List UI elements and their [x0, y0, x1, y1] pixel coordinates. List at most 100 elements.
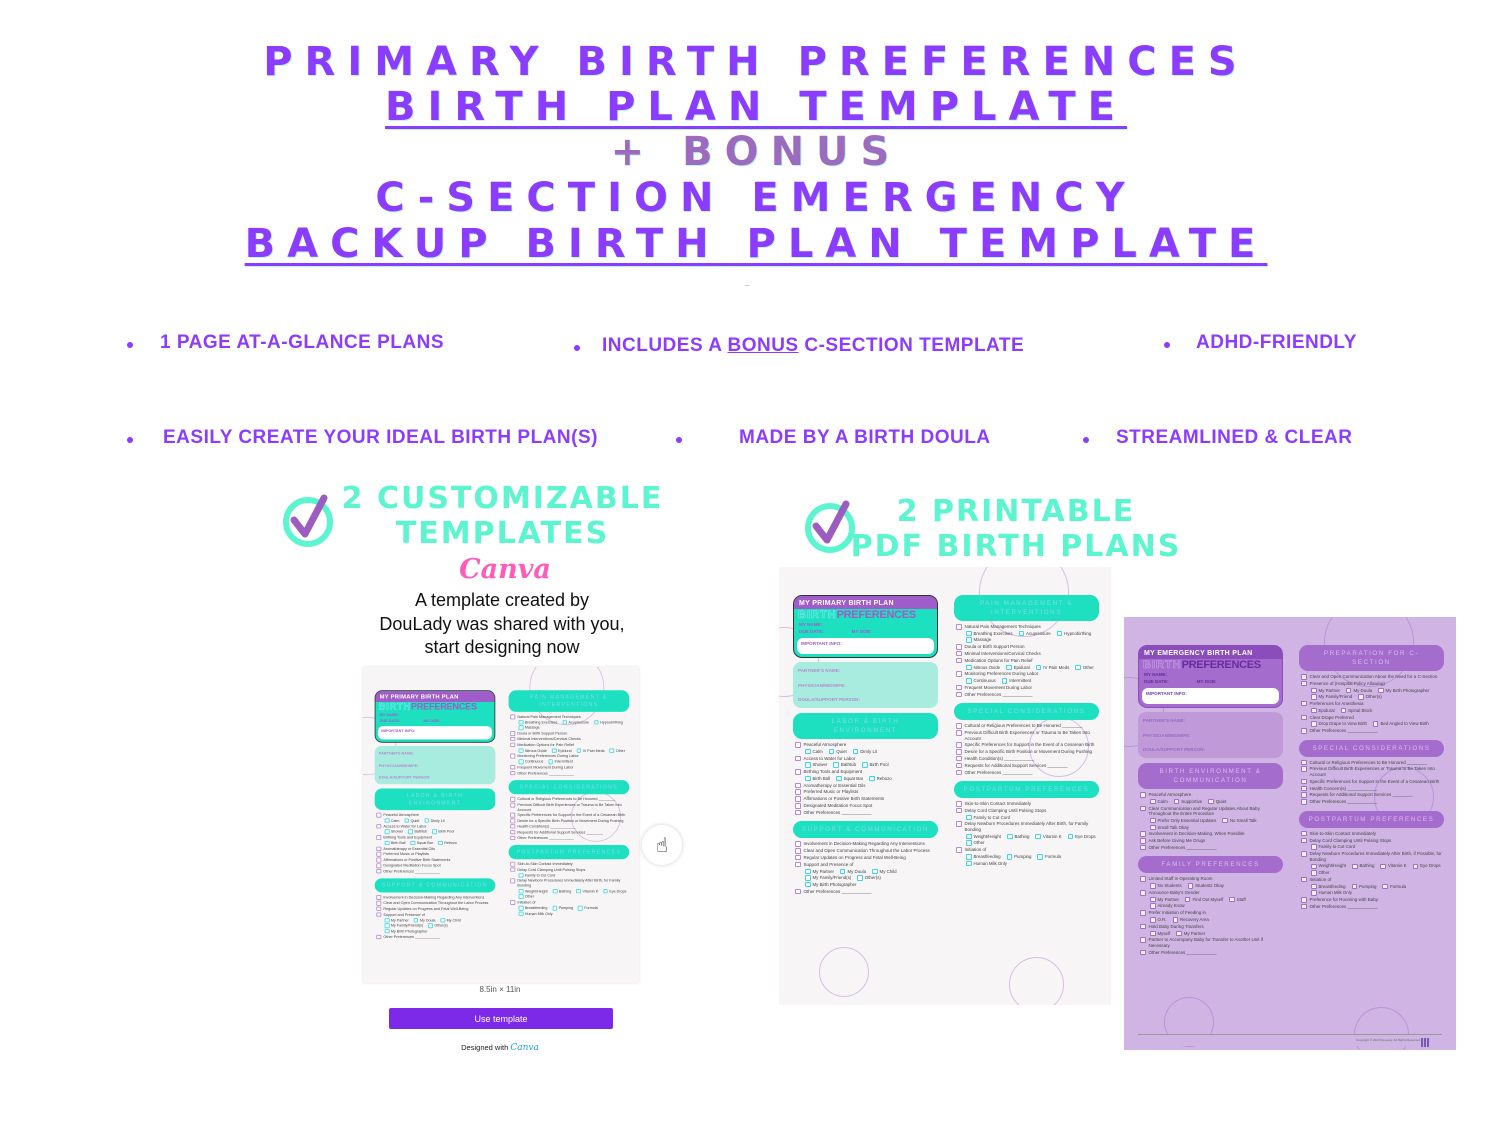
checklist-item[interactable]: Limited Staff in Operating Room: [1140, 876, 1283, 882]
checkbox[interactable]: [413, 917, 419, 923]
checklist-item[interactable]: Delay Cord Clamping Until Pulsing Stops: [1301, 837, 1444, 844]
checkbox[interactable]: [1150, 883, 1156, 889]
checkbox[interactable]: [1301, 778, 1307, 785]
checkbox[interactable]: [552, 905, 557, 911]
checklist-option[interactable]: Massage: [966, 637, 991, 643]
important-info-field[interactable]: IMPORTANT INFO:: [377, 726, 492, 740]
checklist-option[interactable]: My Family/Friend(s): [805, 875, 851, 881]
checklist-item[interactable]: Natural Pain Management Techniques: [510, 714, 629, 719]
checklist-item[interactable]: Minimal Interventions/Cervical Checks: [510, 736, 629, 742]
checkbox[interactable]: [966, 854, 972, 860]
checklist-item[interactable]: Clear and Open Communication About the N…: [1301, 674, 1444, 680]
checklist-option[interactable]: Pumping: [552, 906, 573, 911]
checkbox[interactable]: [384, 923, 390, 928]
checklist-option[interactable]: Calm: [384, 818, 399, 823]
checkbox[interactable]: [1345, 687, 1352, 694]
checklist-option[interactable]: Other: [609, 748, 625, 753]
checkbox[interactable]: [510, 714, 515, 719]
checklist-item[interactable]: Involvement in Decision-Making Regarding…: [795, 841, 938, 847]
checkbox[interactable]: [1311, 844, 1317, 850]
checklist-item[interactable]: Medication Options for Pain Relief: [956, 657, 1099, 664]
checkbox[interactable]: [805, 748, 811, 755]
checklist-item[interactable]: Delay Newborn Procedures Immediately Aft…: [1301, 851, 1444, 862]
checkbox[interactable]: [408, 829, 413, 835]
checkbox[interactable]: [1184, 896, 1191, 903]
checklist-option[interactable]: Breathing Exercises: [518, 720, 557, 725]
checklist-item[interactable]: Involvement in Decision-Making Regarding…: [376, 895, 495, 900]
checklist-item[interactable]: Doula or Birth Support Person: [510, 731, 629, 736]
checkbox[interactable]: [1140, 792, 1146, 798]
checkbox[interactable]: [1150, 817, 1156, 824]
contact-field[interactable]: DOULA/SUPPORT PERSON:: [1143, 747, 1206, 752]
checkbox[interactable]: [1140, 923, 1146, 930]
checklist-option[interactable]: Epidural: [1006, 665, 1030, 671]
checkbox[interactable]: [552, 889, 558, 894]
checklist-option[interactable]: Bathing: [1007, 834, 1029, 840]
checkbox[interactable]: [1150, 917, 1156, 923]
checklist-item[interactable]: Involvement in Decision-Making, When Pos…: [1140, 831, 1283, 837]
checkbox[interactable]: [428, 923, 433, 928]
checklist-option[interactable]: Pumping: [1351, 884, 1376, 890]
checkbox[interactable]: [1229, 896, 1235, 903]
checklist-option[interactable]: Dimly Lit: [424, 818, 445, 823]
checkbox[interactable]: [1412, 863, 1419, 870]
checkbox[interactable]: [966, 814, 972, 821]
checkbox[interactable]: [384, 917, 390, 923]
checkbox[interactable]: [376, 900, 381, 906]
checkbox[interactable]: [828, 748, 835, 755]
checklist-item[interactable]: Peaceful Atmosphere: [1140, 792, 1283, 798]
checkbox[interactable]: [956, 624, 962, 630]
checklist-option[interactable]: My Family/Friend(s): [384, 923, 423, 928]
checklist-option[interactable]: Small Talk Okay: [1150, 825, 1189, 831]
checkbox[interactable]: [518, 759, 524, 765]
checklist-item[interactable]: Preferred Music or Playlists: [376, 852, 495, 857]
checkbox[interactable]: [1150, 824, 1156, 831]
checklist-option[interactable]: IV Pain Meds: [576, 748, 605, 753]
checklist-item[interactable]: Skin-to-Skin Contact Immediately: [1301, 830, 1444, 837]
checkbox[interactable]: [1001, 678, 1008, 684]
checkbox[interactable]: [384, 840, 390, 846]
checklist-option[interactable]: Other(s): [857, 875, 881, 881]
checkbox[interactable]: [1301, 799, 1307, 805]
checkbox[interactable]: [795, 841, 801, 847]
checkbox[interactable]: [518, 725, 524, 731]
checklist-option[interactable]: My Birth Photographer: [805, 882, 856, 888]
checklist-item[interactable]: Aromatherapy or Essential Oils: [795, 782, 938, 789]
checkbox[interactable]: [795, 809, 801, 816]
checklist-option[interactable]: My Birth Photographer: [384, 928, 427, 934]
checkbox[interactable]: [510, 867, 515, 872]
checkbox[interactable]: [1311, 863, 1317, 870]
checklist-option[interactable]: Breastfeeding: [966, 854, 1001, 860]
checkbox[interactable]: [548, 759, 553, 765]
contact-field[interactable]: PHYSICIAN/MIDWIFE:: [378, 763, 419, 768]
dates-field[interactable]: DUE DATE: MY DOB:: [1139, 678, 1282, 685]
checklist-item[interactable]: Desire for a Specific Birth Position or …: [956, 749, 1099, 755]
checkbox[interactable]: [1372, 721, 1379, 727]
checkbox[interactable]: [839, 868, 846, 875]
checklist-option[interactable]: Weight/Height: [1311, 863, 1346, 870]
checkbox[interactable]: [518, 720, 524, 725]
checkbox[interactable]: [805, 868, 811, 875]
checklist-option[interactable]: Rebozo: [869, 776, 892, 782]
checkbox[interactable]: [1340, 707, 1347, 714]
checklist-item[interactable]: Preferences for Anesthesia: [1301, 700, 1444, 707]
checkbox[interactable]: [1301, 837, 1307, 844]
checkbox[interactable]: [795, 755, 801, 762]
checkbox[interactable]: [1187, 883, 1194, 889]
checklist-item[interactable]: Clear Communication and Regular Updates …: [1140, 805, 1283, 817]
checkbox[interactable]: [510, 731, 515, 736]
checkbox[interactable]: [384, 928, 390, 934]
checklist-option[interactable]: Other(s): [1358, 694, 1382, 700]
checklist-option[interactable]: No Small Talk: [1222, 818, 1257, 824]
checklist-option[interactable]: Acupressure: [562, 720, 589, 725]
checklist-item[interactable]: Other Preferences ____________: [1140, 844, 1283, 851]
checklist-item[interactable]: Prefer Initiation of Feeding in: [1140, 910, 1283, 916]
checklist-option[interactable]: Epidural: [551, 748, 572, 753]
checklist-item[interactable]: Clear and Open Communication Throughout …: [795, 848, 938, 854]
checkbox[interactable]: [510, 812, 515, 818]
checklist-option[interactable]: Other: [518, 894, 534, 900]
checkbox[interactable]: [376, 934, 381, 940]
checkbox[interactable]: [956, 730, 962, 736]
checkbox[interactable]: [376, 863, 381, 868]
checkbox[interactable]: [1311, 707, 1317, 714]
